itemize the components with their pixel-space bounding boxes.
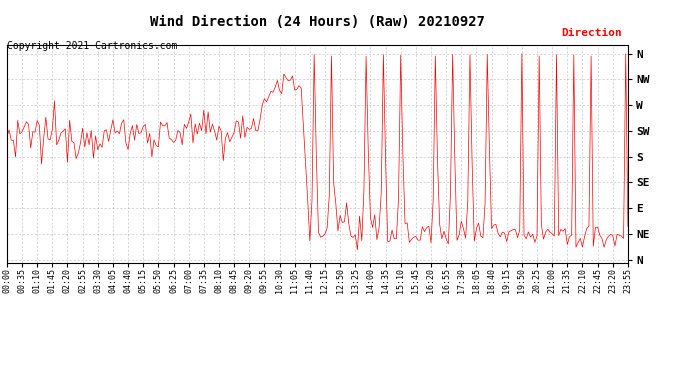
Text: Copyright 2021 Cartronics.com: Copyright 2021 Cartronics.com <box>7 41 177 51</box>
Text: Wind Direction (24 Hours) (Raw) 20210927: Wind Direction (24 Hours) (Raw) 20210927 <box>150 15 485 29</box>
Text: Direction: Direction <box>561 28 622 38</box>
